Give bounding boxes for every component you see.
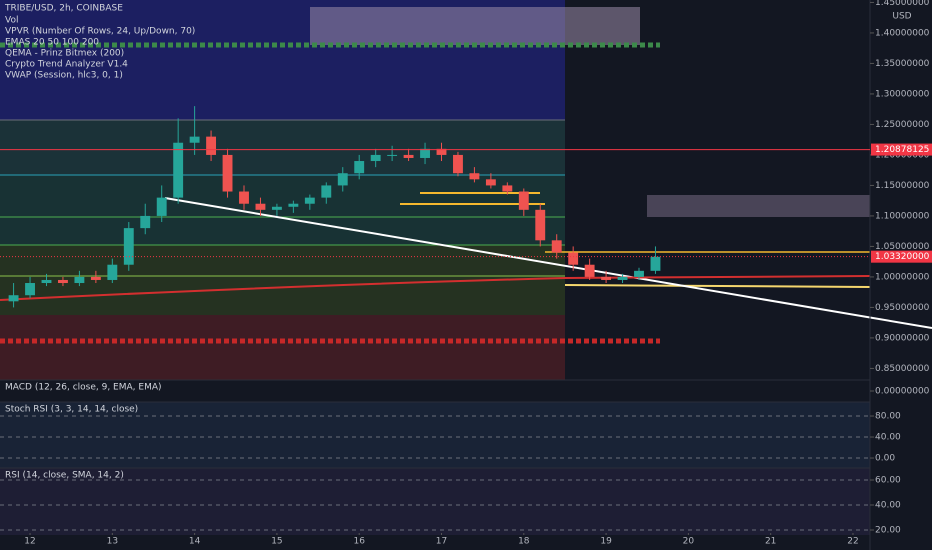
zone [0,175,565,245]
trendline [164,197,932,329]
legend-entry: Vol [5,16,18,26]
chart-title: TRIBE/USD, 2h, COINBASE [4,4,123,14]
price-tag-label: 1.03320000 [875,252,930,262]
candle-body [90,276,101,280]
candle-body [502,185,513,192]
candle-body [107,264,118,280]
legend-entry: QEMA - Prinz Bitmex (200) [5,49,124,59]
pane-title: Stoch RSI (3, 3, 14, 14, close) [5,405,138,415]
candle-body [617,276,628,280]
candle-body [403,154,414,158]
candle-body [354,161,365,174]
y-tick-label: 1.25000000 [875,120,930,130]
x-tick-label: 13 [107,537,118,547]
candle-body [123,228,134,265]
level [564,284,871,288]
candle-body [239,191,249,204]
x-tick-label: 14 [189,537,201,547]
y-tick-label: 1.40000000 [875,28,930,38]
x-tick-label: 12 [24,537,35,547]
candle-body [288,203,299,207]
legend-entry: VWAP (Session, hlc3, 0, 1) [5,71,123,81]
candle-body [469,173,480,180]
y-tick-label: 1.10000000 [875,211,930,221]
price-tag [871,143,932,156]
candle-body [420,148,430,158]
moving-average [0,275,871,301]
candle-body [584,264,595,277]
y-tick-label: 40.00 [875,501,901,511]
candle-body [321,185,332,198]
candle-body [156,197,167,216]
y-tick-label: 0.00 [875,454,895,464]
candle-body [206,136,217,155]
x-tick-label: 18 [518,537,530,547]
x-tick-label: 21 [765,537,776,547]
candle-body [74,276,85,284]
y-tick-label: 40.00 [875,433,901,443]
y-tick-label: 1.30000000 [875,89,930,99]
x-tick-label: 20 [683,537,695,547]
legend-entry: Crypto Trend Analyzer V1.4 [5,60,128,70]
zone [0,402,870,468]
candle-body [601,276,612,280]
zone [310,7,640,45]
candle-body [255,203,266,210]
candle-body [436,148,447,155]
y-tick-label: 1.35000000 [875,59,930,69]
x-tick-label: 19 [600,537,612,547]
y-tick-label: 20.00 [875,526,901,536]
x-tick-label: 22 [847,537,858,547]
x-tick-label: 17 [436,537,447,547]
price-tag [871,250,932,263]
candle-body [271,206,282,210]
zone [0,120,565,175]
legend-entry: VPVR (Number Of Rows, 24, Up/Down, 70) [5,27,195,37]
y-tick-label: 1.00000000 [875,272,930,282]
pane-title: MACD (12, 26, close, 9, EMA, EMA) [5,383,162,393]
candle-body [518,191,529,210]
zone [0,315,565,380]
candle-body [551,240,562,253]
candle-body [650,256,661,271]
x-tick-label: 16 [353,537,365,547]
legend-entry: EMAS 20 50 100 200 [5,38,99,48]
y-tick-label: 1.05000000 [875,242,930,252]
y-tick-label: 1.15000000 [875,181,930,191]
candle-body [140,215,151,229]
candle-body [58,279,68,284]
zone [647,195,870,217]
y-tick-label: 0.95000000 [875,303,930,313]
x-tick-label: 15 [271,537,282,547]
price-tag-label: 1.20878125 [875,145,929,155]
y-tick-label: 0.90000000 [875,333,930,343]
candle-body [337,173,348,186]
candle-body [535,209,546,241]
candle-body [568,252,579,265]
candle-body [8,295,19,302]
candle-body [304,197,315,204]
y-tick-label: 0.00000000 [875,387,930,397]
candle-body [485,179,496,186]
candle-body [387,154,398,156]
candle-body [634,270,644,277]
candle-body [222,154,233,192]
y-tick-label: 60.00 [875,476,901,486]
y-tick-label: 1.45000000 [875,0,930,8]
candle-body [370,154,381,162]
pane-title: RSI (14, close, SMA, 14, 2) [5,471,124,481]
y-tick-label: 80.00 [875,412,901,422]
candle-body [25,283,35,296]
candle-body [173,142,184,198]
y-tick-label: 0.85000000 [875,364,930,374]
candle-body [189,136,200,143]
zone [0,468,870,535]
currency: USD [892,12,911,22]
candle-body [41,279,52,284]
candle-body [453,154,463,174]
